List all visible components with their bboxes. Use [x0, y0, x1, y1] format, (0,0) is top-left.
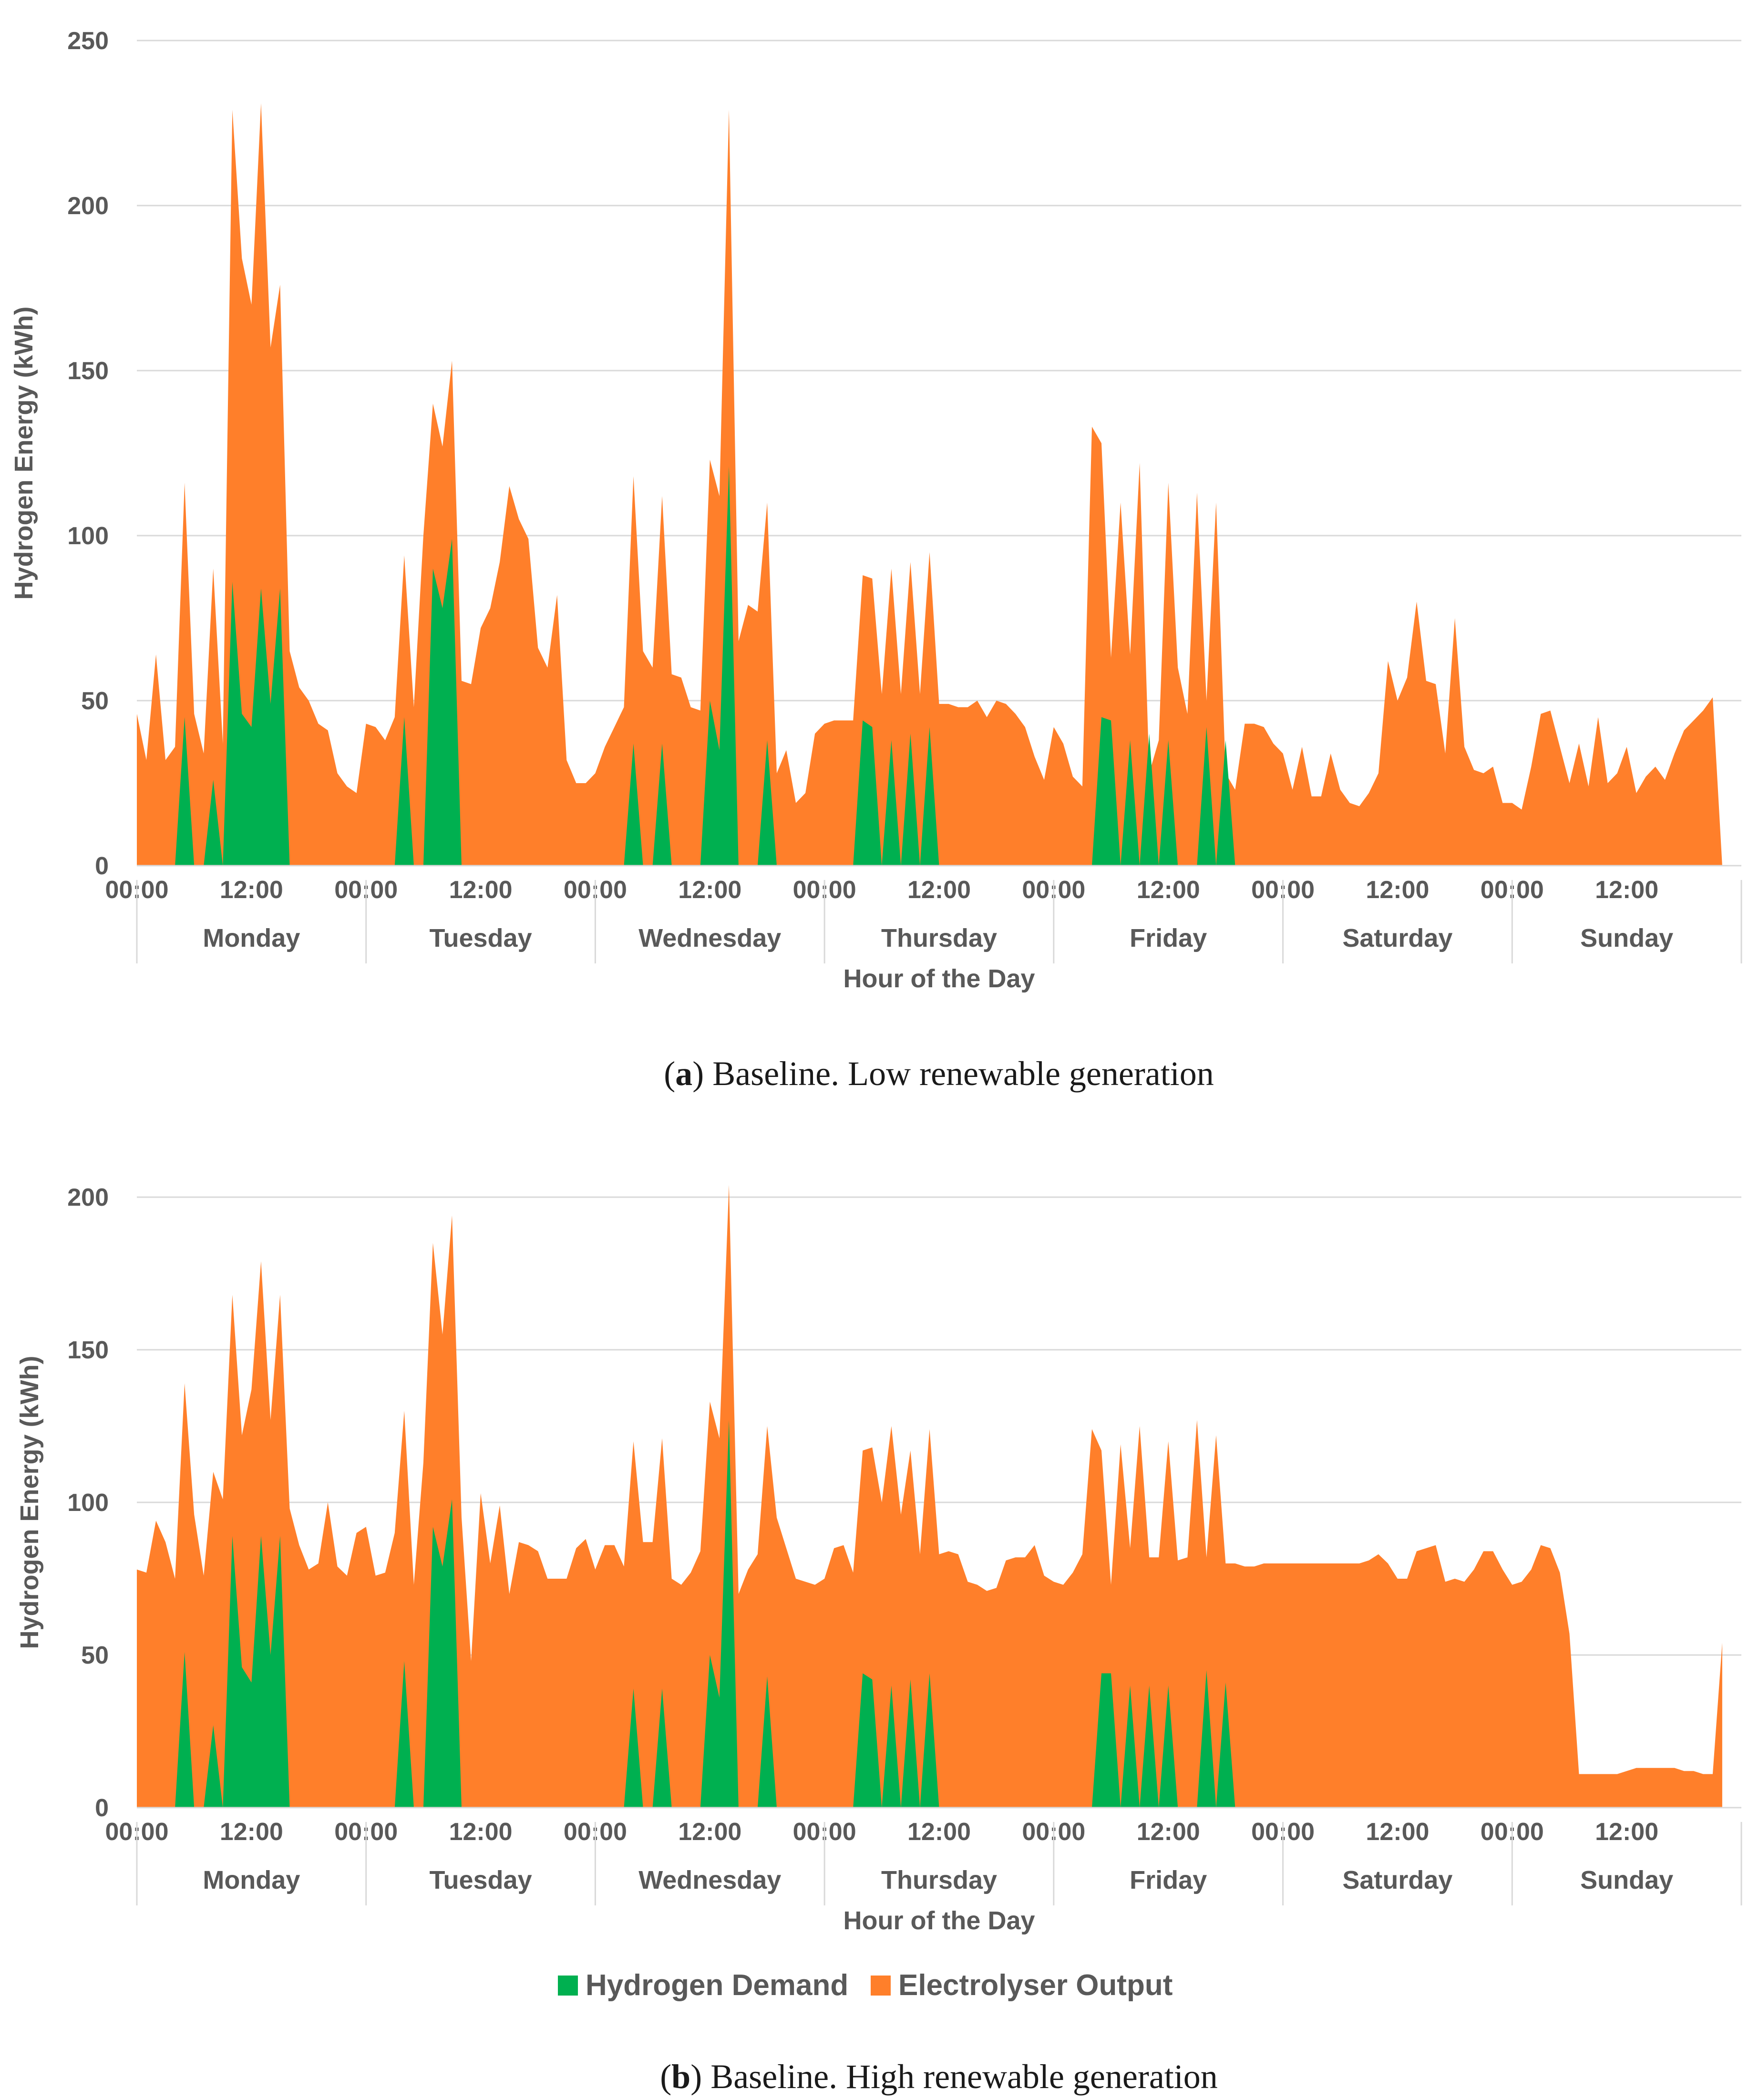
- chart-a-x-axis-title: Hour of the Day: [843, 964, 1035, 993]
- x-tick-label: 12:00: [1137, 1818, 1200, 1846]
- legend-label-electrolyser-output: Electrolyser Output: [898, 1969, 1173, 2002]
- day-label-thursday: Thursday: [881, 924, 997, 952]
- legend-swatch-electrolyser-output: [871, 1976, 891, 1996]
- chart-b-caption: (b) Baseline. High renewable generation: [660, 2058, 1218, 2096]
- x-tick-label: 12:00: [1366, 876, 1429, 904]
- day-label-sunday: Sunday: [1580, 924, 1673, 952]
- day-label-saturday: Saturday: [1342, 1866, 1452, 1894]
- day-label-monday: Monday: [203, 1866, 300, 1894]
- chart-b-caption-letter: b: [671, 2058, 690, 2096]
- x-tick-label: 12:00: [449, 1818, 513, 1846]
- x-tick-label: 12:00: [220, 1818, 283, 1846]
- y-tick-label: 50: [81, 687, 109, 715]
- x-tick-label: 12:00: [1366, 1818, 1429, 1846]
- y-tick-label: 150: [67, 1336, 109, 1364]
- chart-a-caption-letter: a: [675, 1055, 692, 1093]
- day-label-saturday: Saturday: [1342, 924, 1452, 952]
- chart-b-caption-text: Baseline. High renewable generation: [710, 2058, 1218, 2096]
- x-tick-label: 12:00: [678, 1818, 741, 1846]
- chart-b-areas: [137, 1185, 1741, 1809]
- y-tick-label: 200: [67, 192, 109, 220]
- chart-a-x-axis: 00:00 12:00 00:00 12:00 00:00 12:00 00:00 12:00…: [105, 876, 1742, 963]
- series-hydrogen-demand-area: [137, 1420, 1722, 1808]
- chart-b: 0 50 100 150 200 00:00 12:00 00:00 12:00 00:00 12…: [15, 1184, 1742, 2096]
- y-tick-label: 0: [95, 852, 109, 880]
- day-label-thursday: Thursday: [881, 1866, 997, 1894]
- x-tick-label: 12:00: [220, 876, 283, 904]
- y-tick-label: 0: [95, 1794, 109, 1822]
- day-label-wednesday: Wednesday: [638, 1866, 781, 1894]
- x-tick-label: 12:00: [449, 876, 513, 904]
- y-tick-label: 200: [67, 1184, 109, 1211]
- day-label-friday: Friday: [1130, 1866, 1207, 1894]
- series-hydrogen-demand-area: [137, 466, 1722, 866]
- chart-b-x-axis-title: Hour of the Day: [843, 1906, 1035, 1935]
- legend-label-hydrogen-demand: Hydrogen Demand: [586, 1969, 848, 2002]
- chart-a: 0 50 100 150 200 250 00:00 12:00 00:00 12:00 00:0…: [10, 27, 1742, 1093]
- x-tick-label: 12:00: [1595, 876, 1658, 904]
- day-label-tuesday: Tuesday: [430, 1866, 532, 1894]
- legend-swatch-hydrogen-demand: [558, 1976, 578, 1996]
- day-label-friday: Friday: [1130, 924, 1207, 952]
- chart-b-x-axis: 00:00 12:00 00:00 12:00 00:00 12:00 00:00 12:00…: [105, 1818, 1742, 1905]
- x-tick-label: 12:00: [907, 876, 971, 904]
- chart-a-gridlines: [137, 40, 1741, 702]
- chart-a-caption-text: Baseline. Low renewable generation: [712, 1055, 1214, 1093]
- x-tick-label: 12:00: [1595, 1818, 1658, 1846]
- y-tick-label: 50: [81, 1642, 109, 1669]
- series-electrolyser-output-area: [137, 1185, 1722, 1808]
- chart-b-y-axis-title: Hydrogen Energy (kWh): [15, 1355, 44, 1649]
- series-electrolyser-output-area: [137, 103, 1722, 866]
- chart-b-y-ticks: 0 50 100 150 200: [67, 1184, 109, 1822]
- y-tick-label: 100: [67, 1489, 109, 1517]
- day-label-tuesday: Tuesday: [430, 924, 532, 952]
- chart-a-caption: (a) Baseline. Low renewable generation: [664, 1055, 1214, 1093]
- x-tick-label: 12:00: [907, 1818, 971, 1846]
- chart-a-y-axis-title: Hydrogen Energy (kWh): [10, 306, 38, 600]
- day-label-wednesday: Wednesday: [638, 924, 781, 952]
- chart-a-areas: [137, 103, 1741, 867]
- y-tick-label: 250: [67, 27, 109, 55]
- legend: Hydrogen Demand Electrolyser Output: [558, 1969, 1173, 2002]
- x-tick-label: 12:00: [678, 876, 741, 904]
- chart-a-y-ticks: 0 50 100 150 200 250: [67, 27, 109, 880]
- day-label-sunday: Sunday: [1580, 1866, 1673, 1894]
- y-tick-label: 100: [67, 522, 109, 550]
- y-tick-label: 150: [67, 357, 109, 385]
- day-label-monday: Monday: [203, 924, 300, 952]
- x-tick-label: 12:00: [1137, 876, 1200, 904]
